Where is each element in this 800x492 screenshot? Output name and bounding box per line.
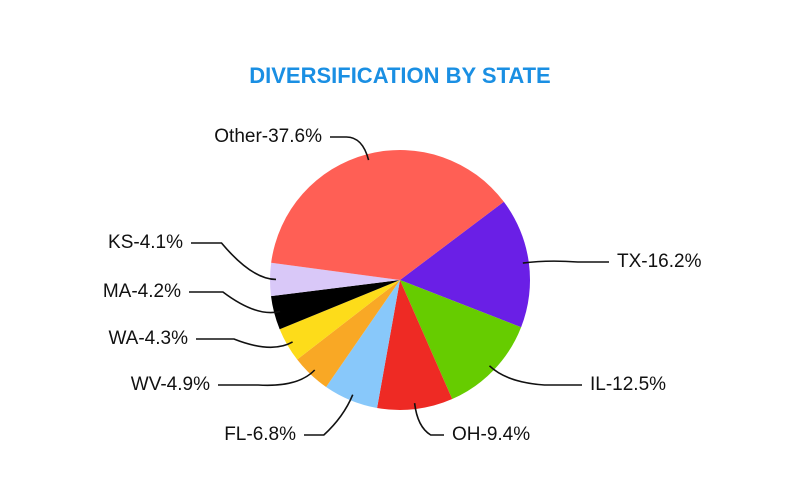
leader-line	[189, 291, 281, 314]
pie-slice	[271, 150, 504, 280]
slice-label: FL-6.8%	[224, 424, 296, 445]
pie-slice	[271, 280, 400, 330]
leader-line	[522, 260, 609, 264]
leader-line	[488, 365, 582, 386]
slice-label: WV-4.9%	[131, 374, 210, 395]
slice-label: Other-37.6%	[214, 126, 322, 147]
leader-line	[413, 403, 444, 436]
slice-label: IL-12.5%	[590, 374, 666, 395]
pie-slice	[326, 280, 400, 408]
pie-slice	[400, 201, 531, 328]
slice-label: OH-9.4%	[452, 424, 530, 445]
pie-slice	[279, 280, 400, 360]
slice-label: KS-4.1%	[108, 232, 183, 253]
leader-line	[196, 338, 293, 349]
pie-slice	[270, 262, 400, 297]
slice-label: WA-4.3%	[108, 328, 188, 349]
leader-line	[218, 369, 316, 387]
chart-title: DIVERSIFICATION BY STATE	[249, 63, 551, 88]
pie-slice	[400, 280, 522, 400]
leader-line	[191, 242, 277, 281]
slice-label: TX-16.2%	[617, 251, 702, 272]
slice-label: MA-4.2%	[103, 281, 181, 302]
leader-line	[304, 394, 354, 436]
leader-line	[330, 136, 370, 161]
pie-slice	[377, 280, 453, 410]
pie-slice	[297, 280, 400, 387]
